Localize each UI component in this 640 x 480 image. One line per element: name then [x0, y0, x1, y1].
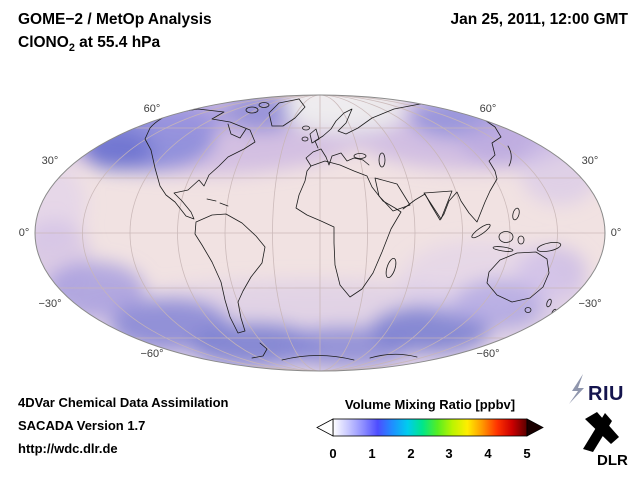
south-america-outline	[194, 213, 266, 334]
new-guinea-outline	[536, 241, 562, 253]
riu-logo: RIU	[569, 374, 624, 405]
lat-label-30s-right: −30°	[578, 298, 601, 310]
footer-assimilation-label: 4DVar Chemical Data Assimilation	[18, 395, 229, 410]
caribbean-islands	[206, 198, 229, 207]
java-outline	[492, 246, 514, 252]
philippines-outline	[512, 207, 520, 221]
colorbar-tick-1: 1	[368, 446, 375, 461]
colorbar-tick-3: 3	[445, 446, 452, 461]
tasmania-outline	[524, 307, 532, 313]
antarctic-peninsula	[251, 342, 268, 359]
iceland-outline	[302, 125, 310, 131]
south-europe-coast	[305, 148, 370, 167]
colorbar-tick-0: 0	[329, 446, 336, 461]
britain-outline	[309, 128, 320, 144]
latitude-labels: 60° 60° 30° 30° 0° 0° −30° −30° −60° −60…	[19, 103, 622, 360]
antarctic-coast	[369, 353, 418, 359]
colorbar: Volume Mixing Ratio [ppbv] 0 1 2 3 4 5	[316, 397, 544, 461]
riu-antenna-icon	[569, 374, 584, 404]
australia-outline	[486, 251, 550, 303]
lat-label-eq-left: 0°	[19, 227, 30, 239]
dlr-logo: DLR	[583, 412, 628, 469]
ireland-outline	[301, 136, 309, 142]
dlr-wing-icon	[585, 412, 619, 444]
footer-url: http://wdc.dlr.de	[18, 441, 118, 456]
species-subscript: 2	[68, 42, 75, 55]
page-subtitle: ClONO2 at 55.4 hPa	[18, 34, 160, 54]
lat-label-60s-left: −60°	[140, 348, 163, 360]
lat-label-60n-left: 60°	[144, 103, 161, 115]
africa-outline	[295, 160, 402, 298]
lat-label-30n-right: 30°	[582, 155, 599, 167]
colorbar-tick-2: 2	[407, 446, 414, 461]
colorbar-title: Volume Mixing Ratio [ppbv]	[345, 397, 515, 412]
colorbar-gradient-bar	[332, 418, 528, 437]
graticule	[35, 95, 605, 371]
india-outline	[423, 190, 453, 220]
lat-label-30n-left: 30°	[42, 155, 59, 167]
footer-version-label: SACADA Version 1.7	[18, 418, 146, 433]
caspian-sea-outline	[378, 152, 386, 168]
arctic-island	[258, 102, 270, 108]
borneo-outline	[498, 231, 514, 243]
arctic-island	[245, 106, 259, 114]
riu-logo-text: RIU	[588, 383, 624, 405]
madagascar-outline	[385, 258, 397, 278]
arabia-outline	[374, 177, 411, 212]
sumatra-outline	[471, 223, 491, 239]
colorbar-tick-4: 4	[484, 446, 492, 461]
colorbar-right-arrow	[526, 418, 544, 437]
datetime-label: Jan 25, 2011, 12:00 GMT	[450, 11, 629, 28]
pressure-level: at 55.4 hPa	[74, 34, 161, 51]
new-zealand-north	[546, 298, 552, 308]
species-name: ClONO	[18, 34, 69, 51]
lat-label-30s-left: −30°	[38, 298, 61, 310]
japan-outline	[507, 145, 512, 167]
black-sea-outline	[353, 153, 367, 159]
antarctic-coast	[281, 355, 355, 361]
colorbar-left-arrow	[316, 418, 334, 437]
sulawesi-outline	[517, 235, 525, 245]
lat-label-eq-right: 0°	[611, 227, 622, 239]
page-title: GOME−2 / MetOp Analysis	[18, 11, 212, 28]
lat-label-60n-right: 60°	[480, 103, 497, 115]
hudson-bay-outline	[227, 123, 247, 139]
asia-coast	[402, 117, 502, 223]
globe-boundary	[34, 94, 606, 372]
colorbar-tick-5: 5	[523, 446, 530, 461]
greenland-outline	[268, 98, 306, 127]
lat-label-60s-right: −60°	[476, 348, 499, 360]
dlr-logo-text: DLR	[597, 452, 628, 469]
